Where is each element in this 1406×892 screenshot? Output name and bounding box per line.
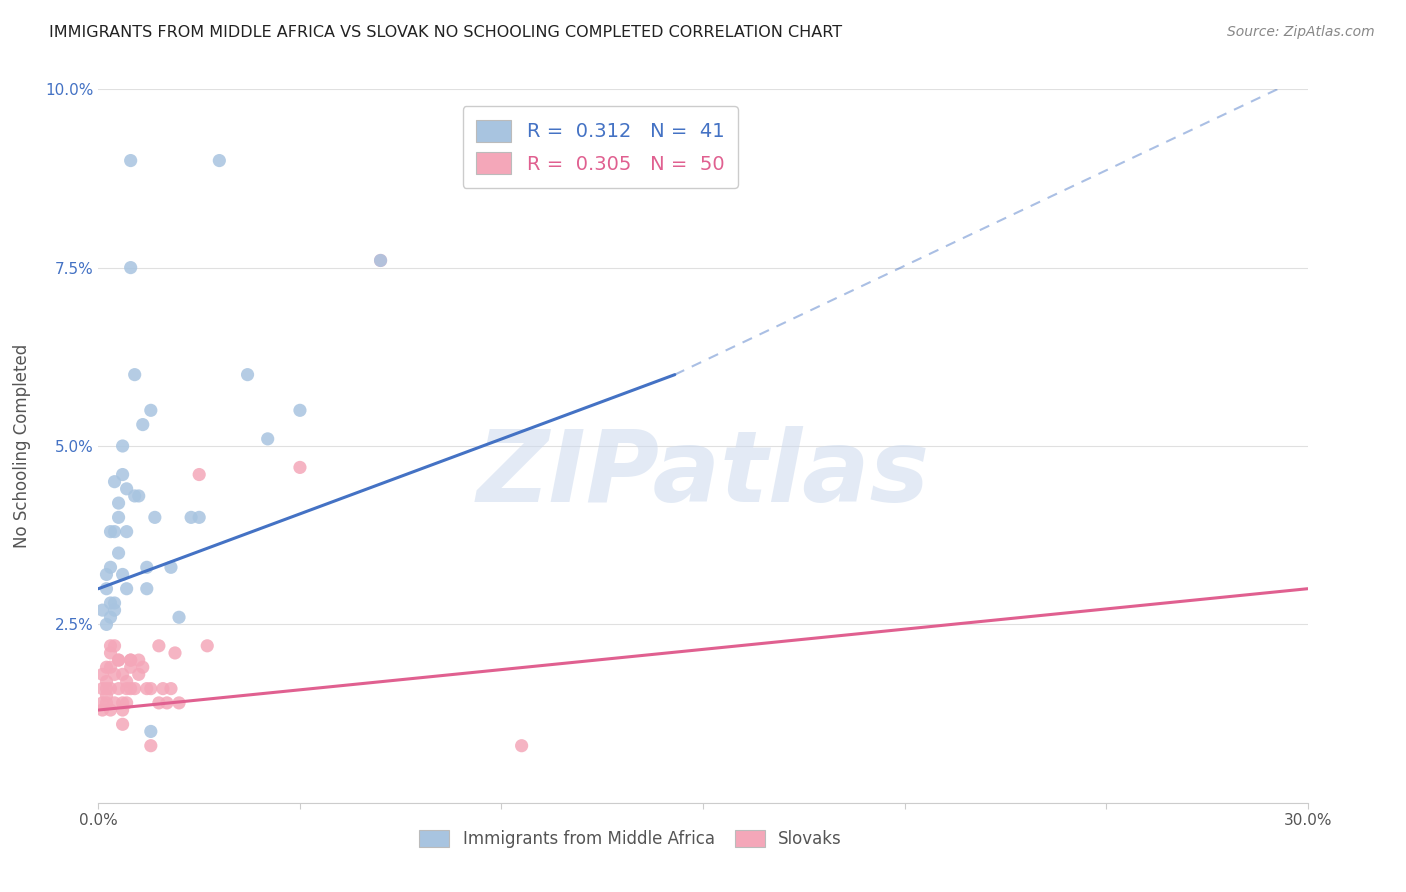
Point	[120, 660, 142, 674]
Point	[96, 696, 118, 710]
Point	[124, 489, 146, 503]
Point	[139, 403, 162, 417]
Point	[103, 524, 125, 539]
Point	[96, 681, 118, 696]
Point	[115, 482, 138, 496]
Point	[128, 667, 150, 681]
Point	[148, 639, 170, 653]
Point	[100, 703, 122, 717]
Point	[111, 567, 134, 582]
Point	[100, 610, 122, 624]
Point	[156, 696, 179, 710]
Point	[91, 603, 114, 617]
Point	[100, 660, 122, 674]
Point	[180, 510, 202, 524]
Point	[107, 510, 129, 524]
Point	[160, 560, 183, 574]
Point	[143, 510, 166, 524]
Point	[103, 475, 125, 489]
Point	[111, 703, 134, 717]
Y-axis label: No Schooling Completed: No Schooling Completed	[13, 344, 31, 548]
Point	[91, 681, 114, 696]
Text: IMMIGRANTS FROM MIDDLE AFRICA VS SLOVAK NO SCHOOLING COMPLETED CORRELATION CHART: IMMIGRANTS FROM MIDDLE AFRICA VS SLOVAK …	[49, 25, 842, 40]
Point	[115, 696, 138, 710]
Point	[135, 560, 157, 574]
Point	[128, 653, 150, 667]
Point	[111, 667, 134, 681]
Point	[96, 567, 118, 582]
Point	[100, 596, 122, 610]
Point	[115, 582, 138, 596]
Point	[120, 653, 142, 667]
Point	[100, 639, 122, 653]
Point	[103, 603, 125, 617]
Point	[124, 368, 146, 382]
Point	[115, 681, 138, 696]
Point	[115, 524, 138, 539]
Point	[135, 681, 157, 696]
Point	[135, 582, 157, 596]
Point	[100, 646, 122, 660]
Point	[132, 417, 155, 432]
Point	[103, 596, 125, 610]
Point	[111, 696, 134, 710]
Point	[139, 724, 162, 739]
Point	[152, 681, 174, 696]
Point	[107, 681, 129, 696]
Point	[91, 696, 114, 710]
Point	[111, 717, 134, 731]
Point	[188, 467, 211, 482]
Point	[100, 560, 122, 574]
Point	[167, 696, 190, 710]
Text: ZIPatlas: ZIPatlas	[477, 426, 929, 523]
Point	[91, 703, 114, 717]
Point	[96, 617, 118, 632]
Point	[103, 639, 125, 653]
Point	[107, 496, 129, 510]
Point	[111, 467, 134, 482]
Point	[256, 432, 278, 446]
Point	[163, 646, 186, 660]
Point	[370, 253, 392, 268]
Point	[120, 653, 142, 667]
Point	[111, 439, 134, 453]
Point	[103, 667, 125, 681]
Point	[107, 653, 129, 667]
Point	[91, 667, 114, 681]
Legend: Immigrants from Middle Africa, Slovaks: Immigrants from Middle Africa, Slovaks	[412, 823, 848, 855]
Point	[139, 681, 162, 696]
Point	[195, 639, 218, 653]
Point	[115, 674, 138, 689]
Point	[96, 689, 118, 703]
Point	[120, 260, 142, 275]
Point	[120, 681, 142, 696]
Point	[288, 460, 311, 475]
Point	[107, 653, 129, 667]
Point	[107, 546, 129, 560]
Point	[103, 696, 125, 710]
Point	[124, 681, 146, 696]
Point	[208, 153, 231, 168]
Point	[96, 674, 118, 689]
Point	[370, 253, 392, 268]
Point	[148, 696, 170, 710]
Point	[100, 681, 122, 696]
Point	[288, 403, 311, 417]
Point	[510, 739, 533, 753]
Point	[167, 610, 190, 624]
Point	[236, 368, 259, 382]
Point	[160, 681, 183, 696]
Point	[128, 489, 150, 503]
Point	[132, 660, 155, 674]
Point	[96, 660, 118, 674]
Point	[100, 524, 122, 539]
Text: Source: ZipAtlas.com: Source: ZipAtlas.com	[1227, 25, 1375, 39]
Point	[120, 153, 142, 168]
Point	[96, 582, 118, 596]
Point	[188, 510, 211, 524]
Point	[139, 739, 162, 753]
